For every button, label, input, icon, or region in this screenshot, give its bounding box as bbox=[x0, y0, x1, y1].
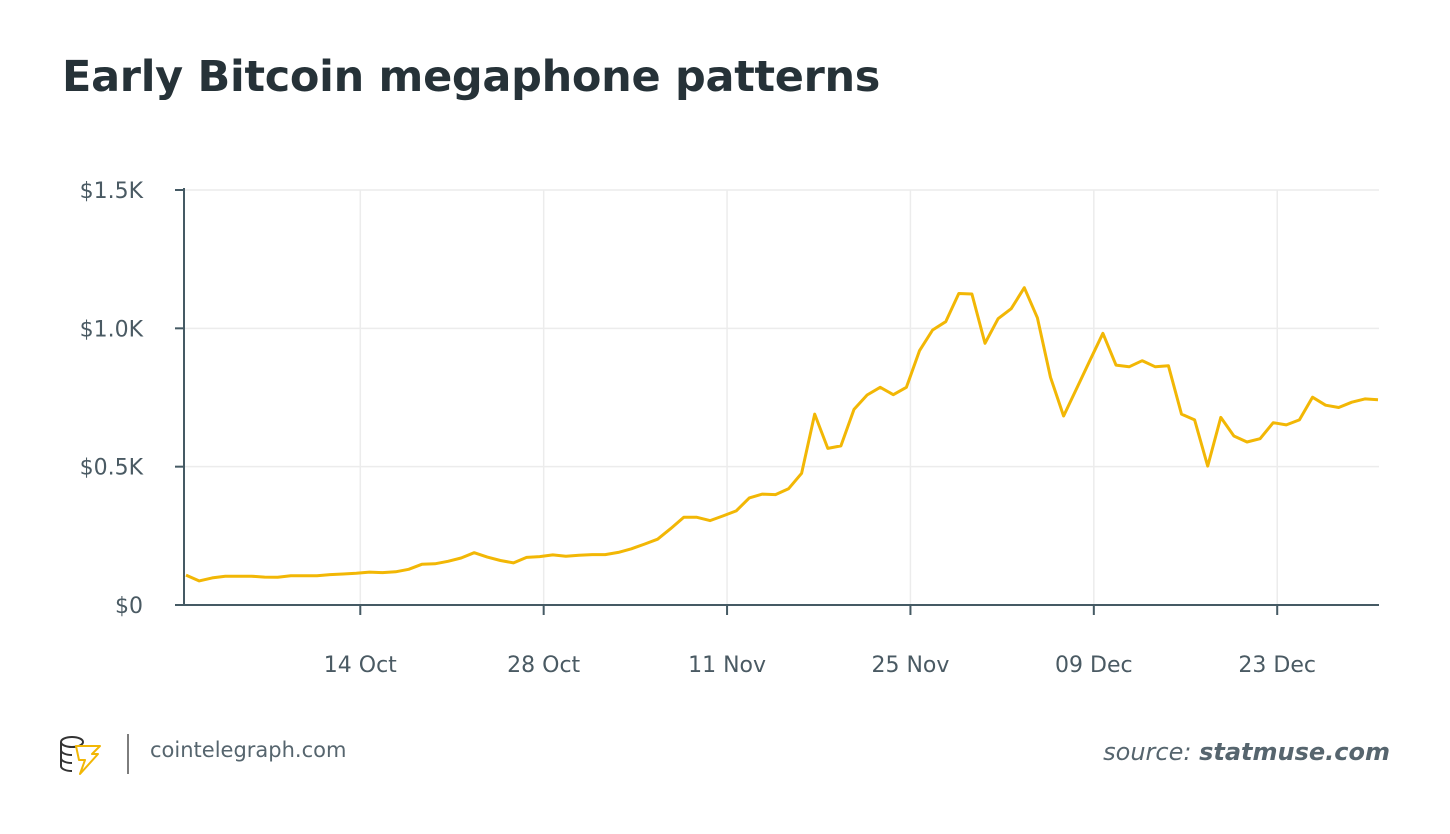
x-tick-label: 14 Oct bbox=[324, 653, 397, 678]
footer-site-link[interactable]: cointelegraph.com bbox=[150, 738, 347, 762]
source-credit: source: statmuse.com bbox=[1103, 738, 1390, 766]
source-prefix: source: bbox=[1103, 738, 1192, 766]
y-axis-ticks: $0 $0.5K $1.0K $1.5K bbox=[80, 179, 184, 619]
y-tick-label: $1.5K bbox=[80, 179, 144, 204]
source-name[interactable]: statmuse.com bbox=[1199, 738, 1390, 766]
x-tick-label: 11 Nov bbox=[688, 653, 766, 678]
x-tick-label: 25 Nov bbox=[871, 653, 949, 678]
coin-stack-bolt-icon bbox=[60, 736, 101, 775]
x-tick-label: 09 Dec bbox=[1055, 653, 1133, 678]
chart-title: Early Bitcoin megaphone patterns bbox=[62, 52, 881, 102]
footer-divider bbox=[127, 734, 129, 774]
y-tick-label: $0 bbox=[115, 594, 143, 619]
cointelegraph-logo bbox=[58, 734, 106, 780]
x-tick-label: 23 Dec bbox=[1238, 653, 1316, 678]
y-tick-label: $1.0K bbox=[80, 317, 144, 342]
price-line bbox=[185, 286, 1379, 583]
x-tick-label: 28 Oct bbox=[507, 653, 580, 678]
grid-lines bbox=[184, 189, 1379, 605]
y-tick-label: $0.5K bbox=[80, 456, 144, 481]
x-axis-ticks: 14 Oct 28 Oct 11 Nov 25 Nov 09 Dec 23 Dec bbox=[324, 605, 1316, 678]
